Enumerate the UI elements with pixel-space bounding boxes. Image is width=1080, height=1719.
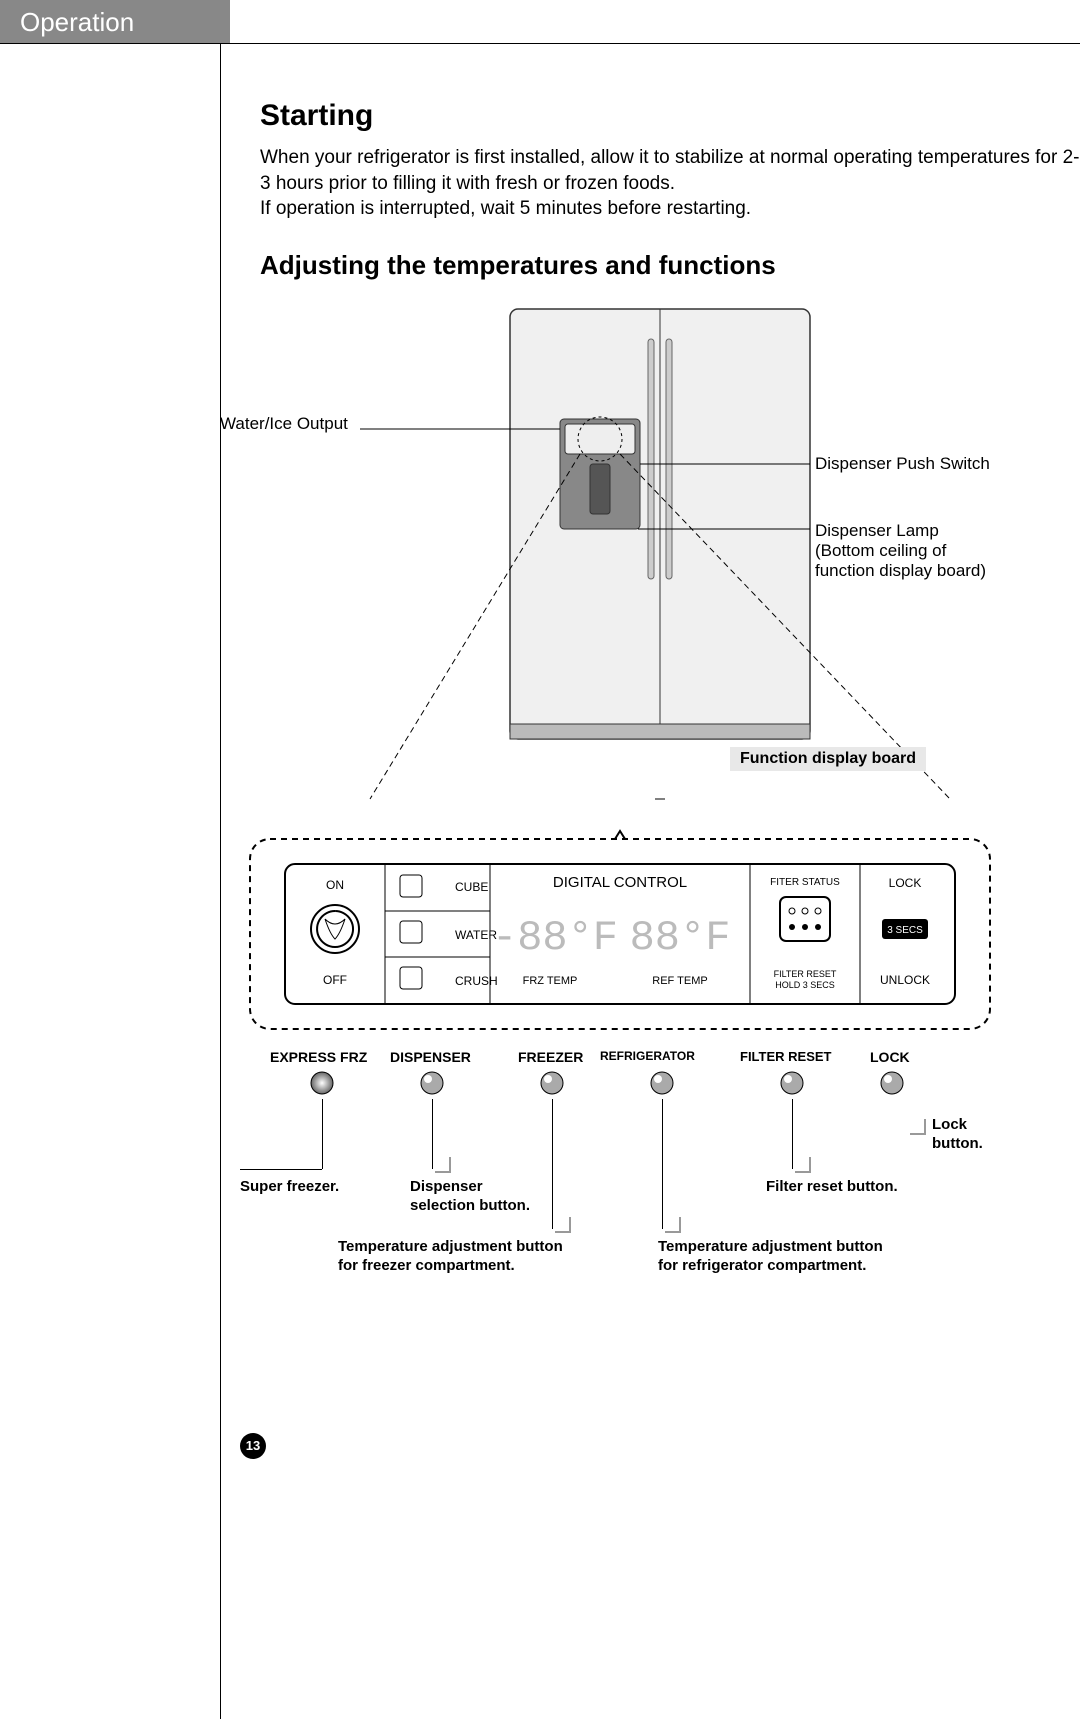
svg-text:LOCK: LOCK — [889, 876, 922, 890]
panel-on: ON — [326, 878, 344, 892]
svg-text:3 SECS: 3 SECS — [887, 925, 923, 936]
svg-text:HOLD 3 SECS: HOLD 3 SECS — [775, 980, 835, 990]
svg-text:-88°F: -88°F — [492, 914, 618, 962]
desc-ref1: Temperature adjustment button — [658, 1237, 883, 1257]
content: Starting When your refrigerator is first… — [240, 44, 1080, 1329]
callout-water-ice: Water/Ice Output — [220, 414, 348, 434]
desc-ref2: for refrigerator compartment. — [658, 1256, 883, 1276]
knob-filter[interactable] — [780, 1071, 804, 1095]
section-adjust-title: Adjusting the temperatures and functions — [260, 250, 1080, 281]
desc-disp1: Dispenser — [410, 1177, 530, 1197]
svg-text:FRZ TEMP: FRZ TEMP — [523, 975, 578, 987]
starting-p2: If operation is interrupted, wait 5 minu… — [260, 196, 1080, 222]
callout-lamp-3: function display board) — [815, 561, 986, 581]
fridge-diagram: Water/Ice Output Dispenser Push Switch D… — [260, 299, 1060, 819]
svg-text:88°F: 88°F — [630, 914, 731, 962]
knob-refrigerator[interactable] — [650, 1071, 674, 1095]
desc-super: Super freezer. — [240, 1177, 339, 1197]
header-tab: Operation — [0, 0, 230, 44]
page-number: 13 — [240, 1433, 266, 1459]
svg-text:CUBE: CUBE — [455, 880, 488, 894]
section-starting-title: Starting — [260, 99, 1080, 133]
knob-freezer[interactable] — [540, 1071, 564, 1095]
svg-text:WATER: WATER — [455, 928, 497, 942]
label-filter-reset: FILTER RESET — [740, 1049, 831, 1064]
desc-filter: Filter reset button. — [766, 1177, 898, 1197]
label-dispenser: DISPENSER — [390, 1049, 471, 1065]
svg-text:UNLOCK: UNLOCK — [880, 973, 930, 987]
label-freezer: FREEZER — [518, 1049, 583, 1065]
callout-lamp-2: (Bottom ceiling of — [815, 541, 986, 561]
svg-text:DIGITAL CONTROL: DIGITAL CONTROL — [553, 874, 687, 891]
svg-text:CRUSH: CRUSH — [455, 974, 498, 988]
desc-frz2: for freezer compartment. — [338, 1256, 563, 1276]
svg-text:FITER STATUS: FITER STATUS — [770, 877, 840, 888]
control-panel: ON OFF CUBE WATER CRUSH DIGITAL CONTROL … — [230, 829, 1010, 1329]
label-lock: LOCK — [870, 1049, 910, 1065]
knob-express[interactable] — [310, 1071, 334, 1095]
svg-text:OFF: OFF — [323, 973, 347, 987]
desc-frz1: Temperature adjustment button — [338, 1237, 563, 1257]
desc-disp2: selection button. — [410, 1196, 530, 1216]
label-refrigerator: REFRIGERATOR — [600, 1049, 695, 1063]
callout-push-switch: Dispenser Push Switch — [815, 454, 990, 474]
function-board-label: Function display board — [730, 747, 926, 771]
svg-text:REF TEMP: REF TEMP — [652, 975, 707, 987]
callout-lamp-1: Dispenser Lamp — [815, 521, 986, 541]
knob-lock[interactable] — [880, 1071, 904, 1095]
knob-dispenser[interactable] — [420, 1071, 444, 1095]
desc-lock: Lock button. — [932, 1115, 1010, 1154]
button-row: EXPRESS FRZ DISPENSER FREEZER REFRIGERAT… — [230, 1049, 1010, 1129]
label-express-frz: EXPRESS FRZ — [270, 1049, 367, 1065]
starting-p1: When your refrigerator is first installe… — [260, 145, 1080, 196]
svg-text:FILTER RESET: FILTER RESET — [774, 969, 837, 979]
